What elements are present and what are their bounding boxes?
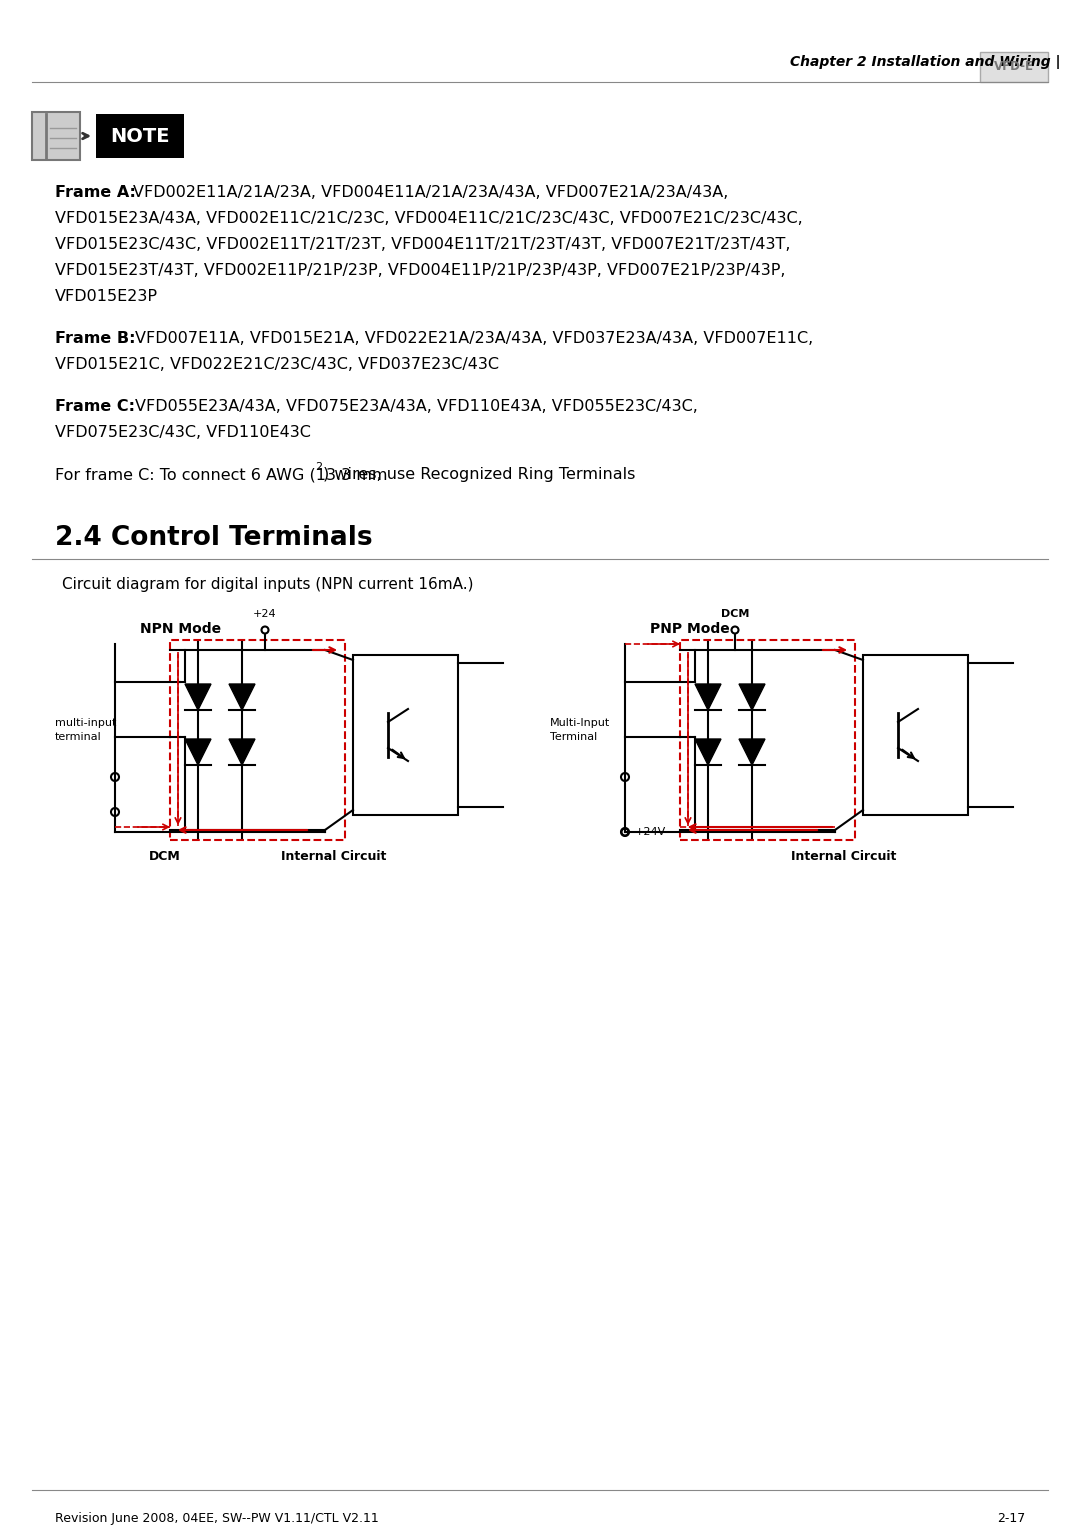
Text: VFD015E23T/43T, VFD002E11P/21P/23P, VFD004E11P/21P/23P/43P, VFD007E21P/23P/43P,: VFD015E23T/43T, VFD002E11P/21P/23P, VFD0…: [55, 262, 785, 278]
Text: VFD015E23A/43A, VFD002E11C/21C/23C, VFD004E11C/21C/23C/43C, VFD007E21C/23C/43C,: VFD015E23A/43A, VFD002E11C/21C/23C, VFD0…: [55, 212, 802, 225]
Polygon shape: [696, 684, 721, 710]
Text: NOTE: NOTE: [110, 126, 170, 146]
Text: VFD-E: VFD-E: [994, 60, 1034, 74]
Bar: [680, 640, 855, 841]
Text: VFD002E11A/21A/23A, VFD004E11A/21A/23A/43A, VFD007E21A/23A/43A,: VFD002E11A/21A/23A, VFD004E11A/21A/23A/4…: [133, 186, 728, 199]
Text: NPN Mode: NPN Mode: [140, 621, 221, 637]
Text: 2: 2: [315, 462, 323, 472]
Bar: [32, 112, 80, 160]
Polygon shape: [739, 739, 765, 765]
Text: VFD055E23A/43A, VFD075E23A/43A, VFD110E43A, VFD055E23C/43C,: VFD055E23A/43A, VFD075E23A/43A, VFD110E4…: [135, 399, 698, 414]
Text: ) wires, use Recognized Ring Terminals: ) wires, use Recognized Ring Terminals: [323, 466, 636, 482]
Text: VFD015E21C, VFD022E21C/23C/43C, VFD037E23C/43C: VFD015E21C, VFD022E21C/23C/43C, VFD037E2…: [55, 357, 499, 373]
Text: Frame C:: Frame C:: [55, 399, 135, 414]
Text: Frame B:: Frame B:: [55, 331, 135, 347]
Text: PNP Mode: PNP Mode: [650, 621, 730, 637]
Text: Frame A:: Frame A:: [55, 186, 136, 199]
Text: DCM: DCM: [149, 850, 180, 864]
Text: Internal Circuit: Internal Circuit: [792, 850, 896, 864]
Text: VFD015E23C/43C, VFD002E11T/21T/23T, VFD004E11T/21T/23T/43T, VFD007E21T/23T/43T,: VFD015E23C/43C, VFD002E11T/21T/23T, VFD0…: [55, 236, 791, 252]
Bar: [96, 114, 184, 158]
Polygon shape: [185, 684, 211, 710]
Text: Circuit diagram for digital inputs (NPN current 16mA.): Circuit diagram for digital inputs (NPN …: [62, 577, 473, 592]
Text: VFD007E11A, VFD015E21A, VFD022E21A/23A/43A, VFD037E23A/43A, VFD007E11C,: VFD007E11A, VFD015E21A, VFD022E21A/23A/4…: [135, 331, 813, 347]
Bar: [980, 52, 1048, 81]
Text: Revision June 2008, 04EE, SW--PW V1.11/CTL V2.11: Revision June 2008, 04EE, SW--PW V1.11/C…: [55, 1513, 379, 1525]
Text: Chapter 2 Installation and Wiring |: Chapter 2 Installation and Wiring |: [789, 55, 1061, 69]
Text: For frame C: To connect 6 AWG (13.3 mm: For frame C: To connect 6 AWG (13.3 mm: [55, 466, 388, 482]
Text: 2-17: 2-17: [997, 1513, 1025, 1525]
Text: 2.4 Control Terminals: 2.4 Control Terminals: [55, 525, 373, 551]
Polygon shape: [185, 739, 211, 765]
Polygon shape: [229, 684, 255, 710]
Text: +24V: +24V: [635, 827, 666, 838]
Text: Multi-Input
Terminal: Multi-Input Terminal: [550, 718, 610, 741]
Text: Internal Circuit: Internal Circuit: [281, 850, 387, 864]
Text: +24: +24: [253, 609, 276, 620]
Text: VFD015E23P: VFD015E23P: [55, 288, 158, 304]
Text: DCM: DCM: [720, 609, 750, 620]
Polygon shape: [696, 739, 721, 765]
Text: multi-input
terminal: multi-input terminal: [55, 718, 117, 741]
Bar: [353, 655, 458, 815]
Polygon shape: [739, 684, 765, 710]
Bar: [863, 655, 968, 815]
Bar: [170, 640, 345, 841]
Polygon shape: [229, 739, 255, 765]
Text: VFD075E23C/43C, VFD110E43C: VFD075E23C/43C, VFD110E43C: [55, 425, 311, 440]
